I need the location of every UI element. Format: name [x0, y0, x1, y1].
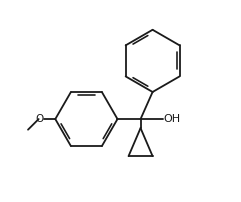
- Text: OH: OH: [164, 114, 181, 124]
- Text: O: O: [35, 114, 43, 124]
